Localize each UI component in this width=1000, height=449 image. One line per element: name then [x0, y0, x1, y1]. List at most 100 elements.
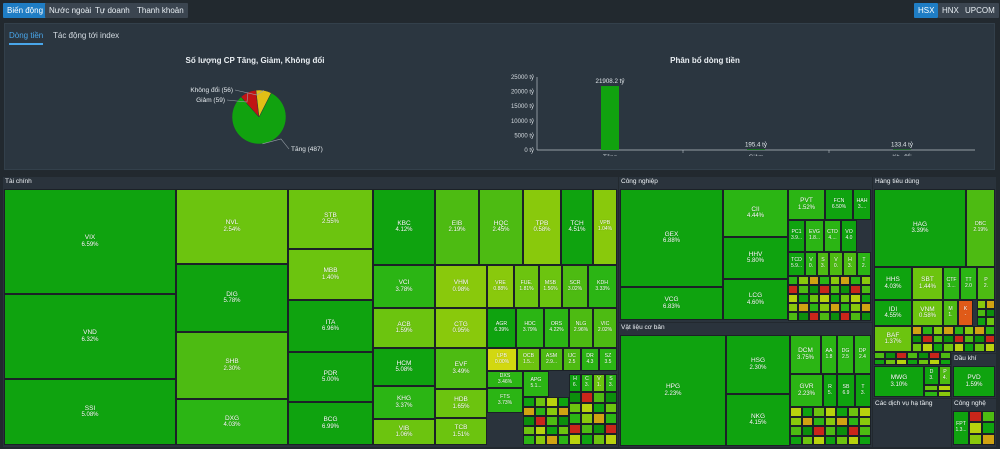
stock-tile-mini[interactable]	[859, 416, 871, 426]
stock-tile-mini[interactable]	[982, 422, 995, 434]
stock-tile[interactable]: DR 4.3	[581, 348, 599, 371]
stock-tile-mini[interactable]	[943, 326, 954, 335]
stock-tile[interactable]: AGR 6.39%	[487, 308, 516, 348]
stock-tile-mini[interactable]	[824, 407, 837, 417]
stock-tile-mini[interactable]	[860, 312, 871, 321]
stock-tile-mini[interactable]	[534, 435, 546, 445]
stock-tile[interactable]: PC1 3.9...	[788, 220, 805, 252]
stock-tile[interactable]: HQC 2.45%	[479, 189, 523, 265]
stock-tile-mini[interactable]	[798, 294, 809, 303]
stock-tile-mini[interactable]	[839, 303, 851, 312]
stock-tile-mini[interactable]	[523, 435, 535, 445]
stock-tile[interactable]: VPB 1.04%	[593, 189, 617, 265]
stock-tile[interactable]: PVT 1.52%	[788, 189, 825, 220]
stock-tile-mini[interactable]	[847, 416, 860, 426]
stock-tile-mini[interactable]	[534, 397, 546, 407]
stock-tile[interactable]: SSI 5.08%	[4, 379, 176, 445]
stock-tile-mini[interactable]	[569, 413, 581, 424]
stock-tile[interactable]: ACB 1.59%	[373, 308, 435, 348]
stock-tile[interactable]: BAF 1.37%	[874, 326, 912, 352]
stock-tile-mini[interactable]	[819, 276, 830, 285]
stock-tile-mini[interactable]	[885, 358, 896, 365]
stock-tile-mini[interactable]	[790, 426, 802, 436]
stock-tile-mini[interactable]	[963, 343, 975, 352]
stock-tile[interactable]: H 3.	[843, 252, 857, 276]
tab-nuoc-ngoai[interactable]: Nước ngoài	[45, 3, 96, 18]
stock-tile-mini[interactable]	[829, 276, 840, 285]
stock-tile-mini[interactable]	[977, 317, 986, 326]
stock-tile-mini[interactable]	[918, 358, 929, 365]
stock-tile-mini[interactable]	[819, 312, 830, 321]
stock-tile[interactable]: SB 6.9	[837, 374, 855, 407]
stock-tile-mini[interactable]	[808, 276, 820, 285]
stock-tile[interactable]: DP 2.4	[854, 335, 871, 374]
stock-tile[interactable]: KHG 3.37%	[373, 386, 435, 419]
subtab-tac-dong[interactable]: Tác động tới index	[53, 31, 120, 40]
stock-tile-mini[interactable]	[546, 435, 558, 445]
stock-tile-mini[interactable]	[790, 407, 802, 417]
stock-tile[interactable]: LCG 4.60%	[723, 279, 788, 320]
stock-tile-mini[interactable]	[977, 308, 986, 318]
stock-tile[interactable]: DXS 3.46%	[487, 371, 523, 388]
stock-tile-mini[interactable]	[605, 434, 617, 445]
stock-tile[interactable]: STB 2.55%	[288, 189, 373, 249]
stock-tile-mini[interactable]	[813, 435, 825, 445]
stock-tile[interactable]: HDB 1.65%	[435, 389, 487, 418]
stock-tile-mini[interactable]	[546, 397, 558, 407]
stock-tile-mini[interactable]	[839, 285, 851, 294]
stock-tile-mini[interactable]	[801, 435, 814, 445]
stock-tile-mini[interactable]	[523, 397, 535, 407]
stock-tile[interactable]: FTS 3.73%	[487, 388, 523, 413]
stock-tile-mini[interactable]	[523, 416, 535, 426]
stock-tile-mini[interactable]	[788, 303, 799, 312]
stock-tile-mini[interactable]	[523, 425, 535, 436]
stock-tile-mini[interactable]	[546, 416, 558, 426]
stock-tile-mini[interactable]	[986, 300, 995, 309]
stock-tile-mini[interactable]	[963, 334, 975, 344]
stock-tile[interactable]: H 6.	[569, 374, 581, 392]
stock-tile[interactable]: IDI 4.55%	[874, 300, 912, 326]
stock-tile-mini[interactable]	[896, 358, 907, 365]
stock-tile[interactable]: ASM 2.9...	[540, 348, 563, 371]
stock-tile[interactable]: GEX 6.88%	[620, 189, 723, 287]
stock-tile-mini[interactable]	[836, 426, 848, 436]
stock-tile[interactable]: CTD 4....	[824, 220, 841, 252]
stock-tile[interactable]: DG 2.5	[837, 335, 854, 374]
stock-tile-mini[interactable]	[922, 343, 933, 352]
stock-tile[interactable]: GVR 2.23%	[790, 374, 823, 407]
stock-tile-mini[interactable]	[847, 407, 860, 417]
stock-tile[interactable]: VCG 6.83%	[620, 287, 723, 320]
stock-tile-mini[interactable]	[788, 312, 799, 321]
stock-tile-mini[interactable]	[569, 392, 581, 403]
stock-tile[interactable]: FUE. 1.81%	[514, 265, 539, 308]
exchange-hsx[interactable]: HSX	[914, 3, 939, 18]
stock-tile[interactable]: AA 1.8	[821, 335, 837, 374]
stock-tile-mini[interactable]	[839, 294, 851, 303]
stock-tile[interactable]: IJC 2.5	[563, 348, 581, 371]
stock-tile-mini[interactable]	[940, 352, 951, 359]
stock-tile[interactable]: HAG 3.39%	[874, 189, 966, 267]
stock-tile[interactable]: SCR 3.02%	[562, 265, 588, 308]
stock-tile-mini[interactable]	[860, 285, 871, 294]
stock-tile-mini[interactable]	[801, 416, 814, 426]
stock-tile-mini[interactable]	[912, 343, 923, 352]
stock-tile-mini[interactable]	[860, 303, 871, 312]
stock-tile-mini[interactable]	[896, 352, 907, 359]
stock-tile-mini[interactable]	[819, 303, 830, 312]
stock-tile[interactable]: MBB 1.40%	[288, 249, 373, 300]
stock-tile-mini[interactable]	[557, 435, 569, 445]
stock-tile[interactable]: NKG 4.15%	[726, 394, 790, 446]
stock-tile[interactable]: EVG 1.8...	[805, 220, 824, 252]
stock-tile-mini[interactable]	[953, 343, 964, 352]
stock-tile-mini[interactable]	[943, 343, 954, 352]
stock-tile-mini[interactable]	[829, 294, 840, 303]
stock-tile[interactable]: PDR 5.00%	[288, 352, 373, 402]
stock-tile[interactable]: P 4.	[939, 366, 951, 385]
stock-tile-mini[interactable]	[790, 435, 802, 445]
stock-tile[interactable]: SBT 1.44%	[912, 267, 943, 300]
stock-tile-mini[interactable]	[557, 416, 569, 426]
stock-tile[interactable]: APG 5.1...	[523, 371, 549, 397]
stock-tile-mini[interactable]	[557, 425, 569, 436]
stock-tile-mini[interactable]	[847, 435, 860, 445]
stock-tile[interactable]: CTF 3....	[943, 267, 960, 300]
